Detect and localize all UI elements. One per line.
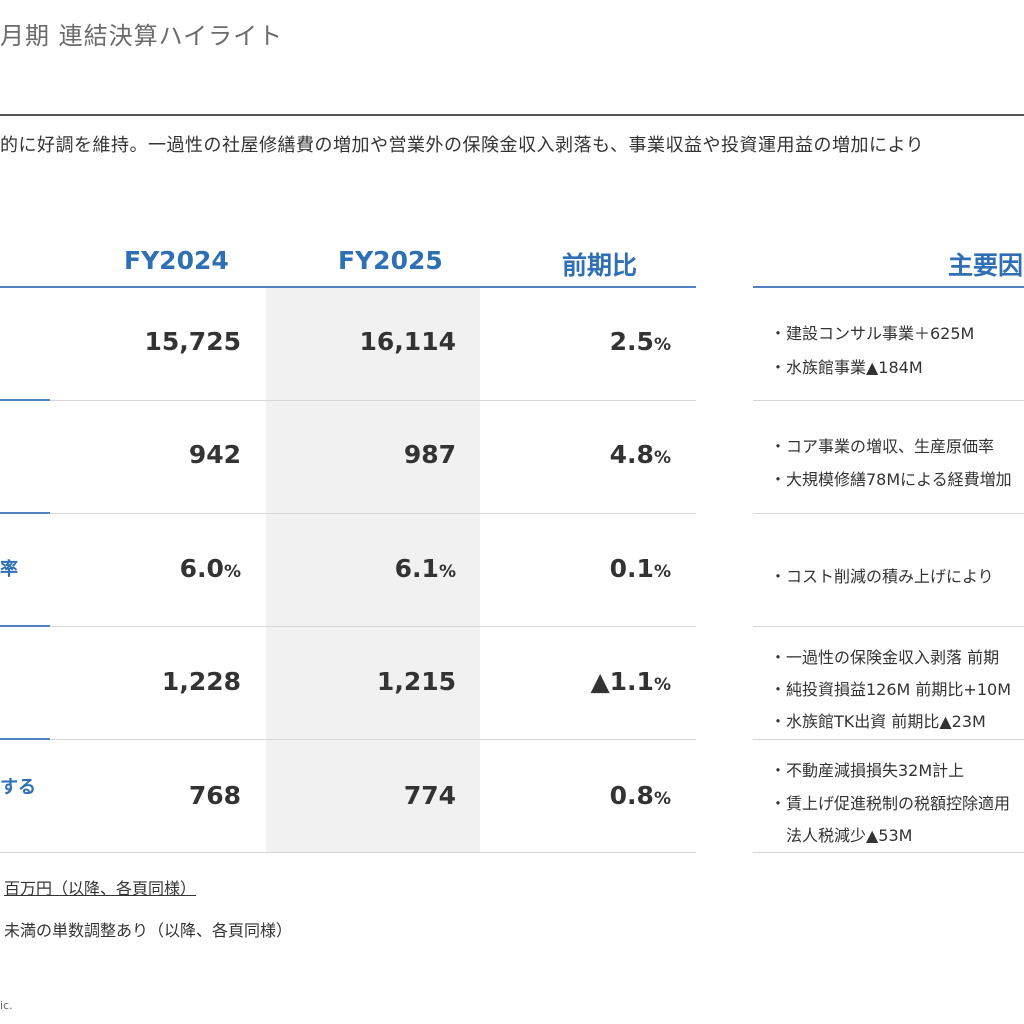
factor-divider	[753, 400, 1024, 401]
table-header-rule	[0, 286, 696, 288]
label-divider	[0, 625, 50, 627]
row3-fy2025: 6.1%	[394, 554, 456, 583]
factor-item: 法人税減少▲53M	[770, 826, 913, 845]
row-divider	[0, 400, 696, 401]
page-title: 月期 連結決算ハイライト	[0, 22, 284, 50]
header-fy2024: FY2024	[124, 246, 229, 275]
factor-divider	[753, 513, 1024, 514]
factor-item: ・コスト削減の積み上げにより	[770, 567, 994, 586]
row5-change: 0.8%	[609, 781, 671, 810]
row4-change: ▲1.1%	[590, 667, 671, 696]
label-divider	[0, 399, 50, 401]
header-change: 前期比	[562, 251, 638, 280]
label-divider	[0, 512, 50, 514]
factor-item: ・コア事業の増収、生産原価率	[770, 437, 995, 456]
factor-item: ・不動産減損損失32M計上	[770, 761, 965, 780]
row2-fy2025: 987	[403, 440, 456, 469]
row-divider	[0, 739, 696, 740]
row-divider	[0, 513, 696, 514]
factor-item: ・水族館TK出資 前期比▲23M	[770, 712, 986, 731]
factor-divider	[753, 739, 1024, 740]
label-divider	[0, 738, 50, 740]
title-divider	[0, 114, 1024, 116]
factor-item: ・建設コンサル事業＋625M	[770, 324, 975, 343]
row3-fy2024: 6.0%	[179, 554, 241, 583]
factor-item: ・一過性の保険金収入剥落 前期	[770, 648, 1000, 667]
row-divider	[0, 626, 696, 627]
row1-fy2025: 16,114	[359, 327, 456, 356]
row3-label: 率	[0, 559, 18, 580]
header-factors: 主要因	[948, 251, 1024, 280]
row4-fy2025: 1,215	[376, 667, 456, 696]
factor-item: ・賃上げ促進税制の税額控除適用	[770, 794, 1011, 813]
rounding-note: 未満の単数調整あり（以降、各頁同様）	[4, 921, 293, 940]
row5-fy2024: 768	[188, 781, 241, 810]
summary-text: 的に好調を維持。一過性の社屋修繕費の増加や営業外の保険金収入剥落も、事業収益や投…	[0, 135, 925, 156]
header-fy2025: FY2025	[338, 246, 443, 275]
row5-label: する	[0, 777, 36, 798]
factor-divider	[753, 626, 1024, 627]
factor-item: ・大規模修繕78Mによる経費増加	[770, 470, 1012, 489]
row1-fy2024: 15,725	[144, 327, 241, 356]
row2-fy2024: 942	[188, 440, 241, 469]
row3-change: 0.1%	[609, 554, 671, 583]
copyright: ic.	[0, 999, 13, 1012]
factors-header-rule	[753, 286, 1024, 288]
row-divider	[0, 852, 696, 853]
factor-item: ・純投資損益126M 前期比+10M	[770, 680, 1012, 699]
row2-change: 4.8%	[609, 440, 671, 469]
factor-item: ・水族館事業▲184M	[770, 358, 923, 377]
fy2025-column-highlight	[266, 288, 480, 853]
row5-fy2025: 774	[403, 781, 456, 810]
row4-fy2024: 1,228	[161, 667, 241, 696]
row1-change: 2.5%	[609, 327, 671, 356]
factor-divider	[753, 852, 1024, 853]
unit-note: 百万円（以降、各頁同様）	[4, 879, 197, 898]
